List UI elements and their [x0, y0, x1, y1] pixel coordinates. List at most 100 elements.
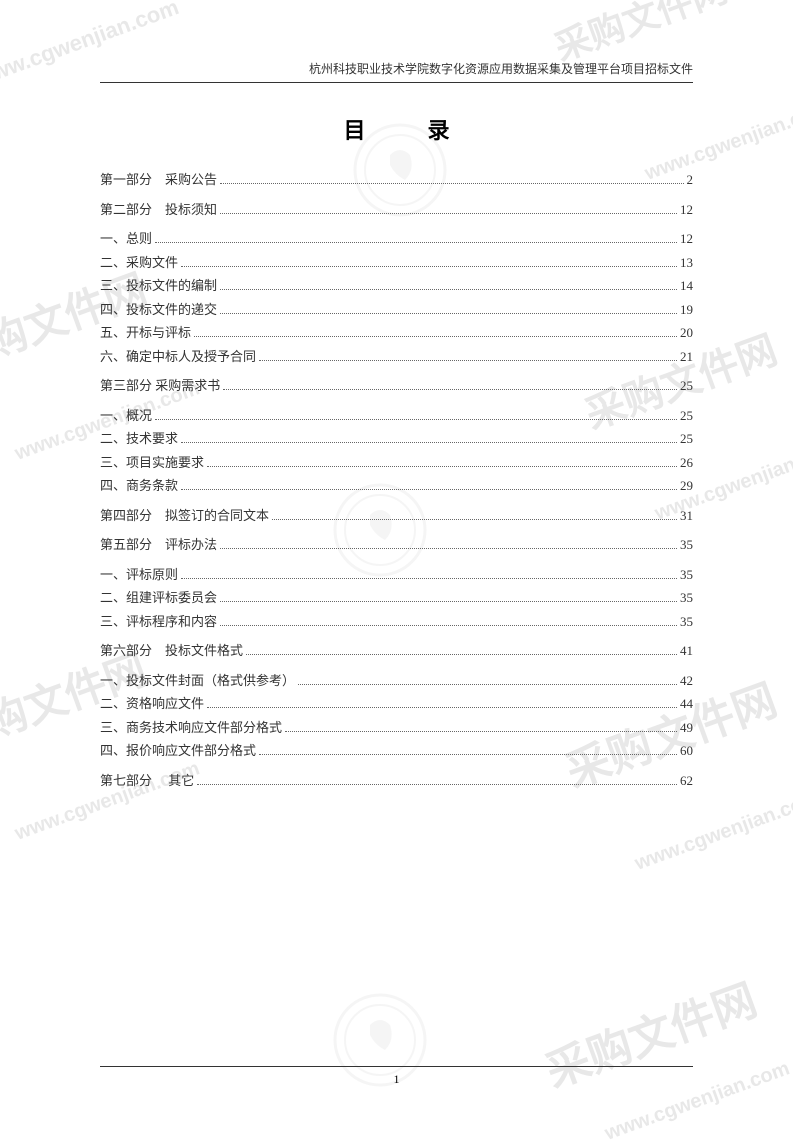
toc-label: 第二部分 投标须知 [100, 200, 217, 220]
toc-part: 第三部分 采购需求书 25 [100, 376, 693, 396]
toc-dots [223, 389, 677, 390]
toc-item: 一、总则 12 [100, 229, 693, 249]
toc-item: 三、商务技术响应文件部分格式 49 [100, 718, 693, 738]
toc-part: 第一部分 采购公告 2 [100, 170, 693, 190]
toc-item: 二、采购文件 13 [100, 253, 693, 273]
toc-page-number: 35 [680, 535, 693, 555]
toc-label: 二、组建评标委员会 [100, 588, 217, 608]
toc-label: 三、投标文件的编制 [100, 276, 217, 296]
toc-label: 二、资格响应文件 [100, 694, 204, 714]
toc-dots [155, 419, 677, 420]
toc-page-number: 12 [680, 200, 693, 220]
toc-page-number: 49 [680, 718, 693, 738]
toc-label: 二、采购文件 [100, 253, 178, 273]
toc-label: 第四部分 拟签订的合同文本 [100, 506, 269, 526]
toc-label: 一、总则 [100, 229, 152, 249]
toc-label: 四、商务条款 [100, 476, 178, 496]
toc-dots [181, 578, 677, 579]
toc-dots [181, 442, 677, 443]
toc-page-number: 62 [680, 771, 693, 791]
toc-label: 五、开标与评标 [100, 323, 191, 343]
toc-label: 四、报价响应文件部分格式 [100, 741, 256, 761]
toc-label: 第一部分 采购公告 [100, 170, 217, 190]
toc-page-number: 12 [680, 229, 693, 249]
toc-item: 三、投标文件的编制 14 [100, 276, 693, 296]
toc-item: 六、确定中标人及授予合同 21 [100, 347, 693, 367]
toc-item: 四、报价响应文件部分格式 60 [100, 741, 693, 761]
toc-part: 第五部分 评标办法 35 [100, 535, 693, 555]
toc-dots [181, 489, 677, 490]
toc-page-number: 35 [680, 588, 693, 608]
toc-dots [197, 784, 677, 785]
toc-dots [220, 601, 677, 602]
toc-page-number: 19 [680, 300, 693, 320]
toc-dots [155, 242, 677, 243]
toc-dots [259, 360, 677, 361]
toc-item: 四、商务条款 29 [100, 476, 693, 496]
toc-item: 一、投标文件封面（格式供参考） 42 [100, 671, 693, 691]
toc-page-number: 60 [680, 741, 693, 761]
toc-label: 第七部分 其它 [100, 771, 194, 791]
toc-dots [207, 466, 677, 467]
toc-dots [220, 313, 677, 314]
toc-item: 三、项目实施要求 26 [100, 453, 693, 473]
toc-page-number: 26 [680, 453, 693, 473]
toc-container: 第一部分 采购公告 2 第二部分 投标须知 12 一、总则 12 二、采购文件 13 三、投标文… [100, 170, 693, 790]
toc-item: 五、开标与评标 20 [100, 323, 693, 343]
toc-dots [246, 654, 677, 655]
toc-dots [298, 684, 677, 685]
toc-page-number: 41 [680, 641, 693, 661]
toc-dots [220, 213, 677, 214]
toc-label: 二、技术要求 [100, 429, 178, 449]
toc-item: 一、评标原则 35 [100, 565, 693, 585]
toc-label: 一、概况 [100, 406, 152, 426]
toc-label: 四、投标文件的递交 [100, 300, 217, 320]
toc-page-number: 25 [680, 406, 693, 426]
toc-page-number: 29 [680, 476, 693, 496]
toc-part: 第四部分 拟签订的合同文本 31 [100, 506, 693, 526]
toc-label: 三、项目实施要求 [100, 453, 204, 473]
toc-label: 三、评标程序和内容 [100, 612, 217, 632]
toc-label: 六、确定中标人及授予合同 [100, 347, 256, 367]
toc-page-number: 21 [680, 347, 693, 367]
toc-dots [285, 731, 677, 732]
toc-item: 一、概况 25 [100, 406, 693, 426]
toc-label: 第六部分 投标文件格式 [100, 641, 243, 661]
toc-dots [194, 336, 677, 337]
toc-page-number: 31 [680, 506, 693, 526]
toc-dots [207, 707, 677, 708]
toc-page-number: 44 [680, 694, 693, 714]
toc-page-number: 42 [680, 671, 693, 691]
toc-title: 目 录 [100, 113, 693, 145]
toc-label: 第五部分 评标办法 [100, 535, 217, 555]
toc-dots [220, 548, 677, 549]
toc-part: 第二部分 投标须知 12 [100, 200, 693, 220]
page-header: 杭州科技职业技术学院数字化资源应用数据采集及管理平台项目招标文件 [100, 60, 693, 83]
toc-page-number: 25 [680, 429, 693, 449]
toc-page-number: 35 [680, 565, 693, 585]
toc-label: 一、评标原则 [100, 565, 178, 585]
toc-page-number: 14 [680, 276, 693, 296]
toc-page-number: 2 [687, 170, 694, 190]
toc-label: 第三部分 采购需求书 [100, 376, 220, 396]
page-footer: 1 [100, 1066, 693, 1087]
toc-dots [272, 519, 677, 520]
toc-dots [220, 289, 677, 290]
toc-label: 三、商务技术响应文件部分格式 [100, 718, 282, 738]
toc-dots [220, 625, 677, 626]
toc-dots [220, 183, 683, 184]
toc-page-number: 20 [680, 323, 693, 343]
toc-page-number: 13 [680, 253, 693, 273]
toc-item: 二、资格响应文件 44 [100, 694, 693, 714]
page-container: 杭州科技职业技术学院数字化资源应用数据采集及管理平台项目招标文件 目 录 第一部… [0, 0, 793, 1122]
toc-dots [259, 754, 677, 755]
toc-item: 四、投标文件的递交 19 [100, 300, 693, 320]
toc-label: 一、投标文件封面（格式供参考） [100, 671, 295, 691]
toc-item: 二、技术要求 25 [100, 429, 693, 449]
toc-page-number: 25 [680, 376, 693, 396]
toc-part: 第七部分 其它 62 [100, 771, 693, 791]
toc-page-number: 35 [680, 612, 693, 632]
toc-item: 二、组建评标委员会 35 [100, 588, 693, 608]
toc-dots [181, 266, 677, 267]
toc-item: 三、评标程序和内容 35 [100, 612, 693, 632]
